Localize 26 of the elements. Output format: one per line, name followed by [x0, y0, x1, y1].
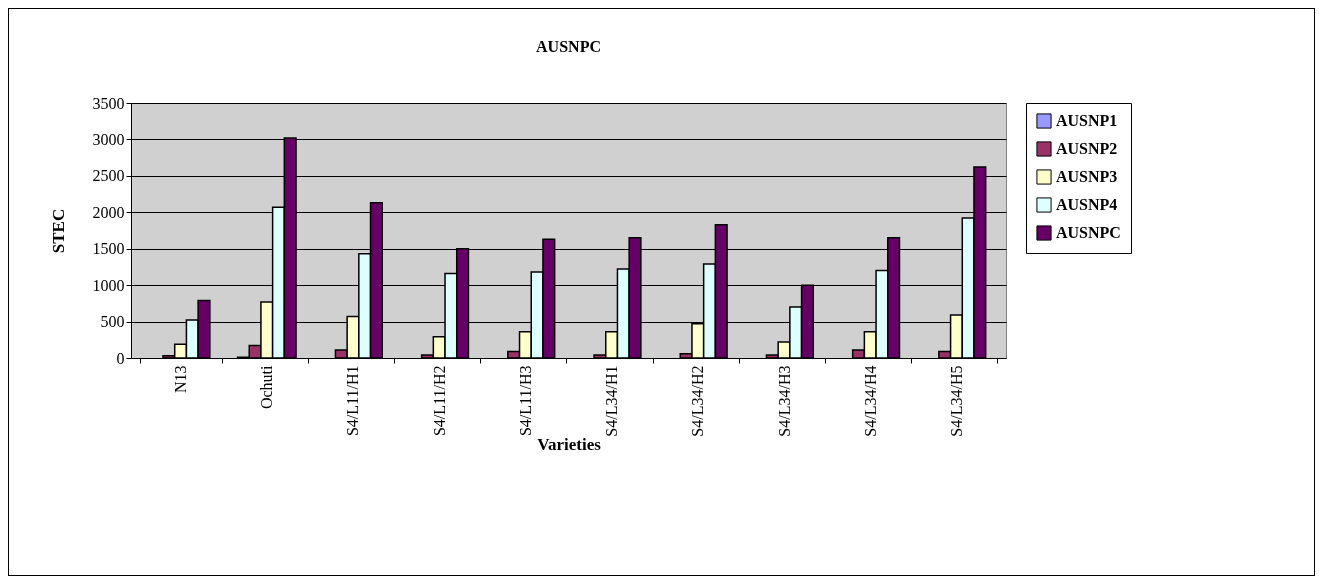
y-tick-label: 0	[116, 349, 125, 367]
x-tick-label: S4/L34/H2	[689, 365, 707, 437]
x-tick-label: S4/L34/H1	[603, 365, 621, 437]
x-tick-label: Ochuti	[258, 364, 276, 410]
chart-title: AUSNPC	[536, 38, 601, 55]
x-tick-label: S4/L11/H3	[516, 365, 534, 437]
y-axis-title: STEC	[48, 208, 68, 254]
legend-label: AUSNP4	[1056, 196, 1118, 213]
legend-label: AUSNP3	[1056, 168, 1118, 185]
y-tick-label: 3500	[92, 94, 125, 112]
x-tick-label: S4/L34/H3	[775, 365, 793, 437]
y-tick-label: 1000	[92, 276, 125, 294]
x-tick-label: S4/L34/H4	[861, 365, 879, 437]
legend-label: AUSNP1	[1056, 112, 1118, 129]
legend-label: AUSNPC	[1056, 224, 1121, 241]
y-tick-label: 2000	[92, 203, 125, 221]
y-tick-label: 3000	[92, 130, 125, 148]
x-tick-label: N13	[172, 365, 190, 394]
y-tick-label: 500	[100, 313, 125, 331]
y-tick-label: 1500	[92, 240, 125, 258]
x-axis-title: Varieties	[537, 434, 602, 454]
x-tick-label: S4/L34/H5	[947, 365, 965, 437]
x-tick-label: S4/L11/H1	[344, 365, 362, 437]
y-tick-label: 2500	[92, 167, 125, 185]
x-tick-label: S4/L11/H2	[430, 365, 448, 437]
legend-label: AUSNP2	[1056, 140, 1118, 157]
